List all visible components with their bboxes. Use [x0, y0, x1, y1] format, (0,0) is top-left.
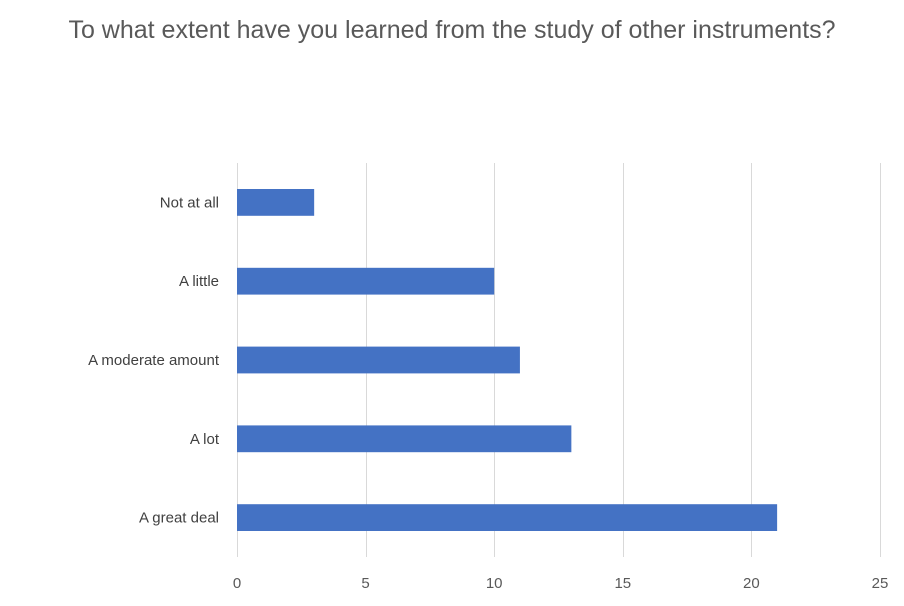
- category-label: Not at all: [160, 194, 219, 211]
- category-label: A lot: [190, 431, 220, 448]
- chart-title: To what extent have you learned from the…: [68, 16, 836, 44]
- category-labels: Not at all A little A moderate amount A lot…: [88, 194, 220, 526]
- x-tick-label: 25: [872, 575, 889, 592]
- bar-a-lot: [237, 425, 572, 453]
- bar-a-great-deal: [237, 504, 778, 531]
- x-tick-label: 10: [486, 575, 503, 592]
- bar-a-moderate-amount: [237, 346, 520, 374]
- bar-a-little: [237, 267, 495, 295]
- x-tick-label: 0: [233, 575, 241, 592]
- category-label: A great deal: [139, 510, 219, 527]
- category-label: A moderate amount: [88, 352, 220, 369]
- bars: [237, 189, 778, 531]
- x-tick-labels: 0 5 10 15 20 25: [233, 575, 889, 592]
- x-tick-label: 15: [614, 575, 631, 592]
- bar-not-at-all: [237, 189, 315, 216]
- x-tick-label: 20: [743, 575, 760, 592]
- x-tick-label: 5: [361, 575, 369, 592]
- category-label: A little: [179, 273, 219, 290]
